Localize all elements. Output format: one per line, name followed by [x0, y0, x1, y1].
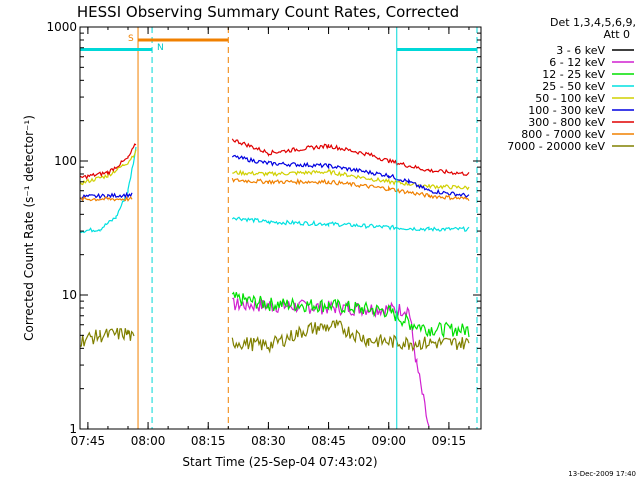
legend-label-0: 3 - 6 keV — [556, 44, 605, 57]
plot-area: 07:45 08:00 08:15 08:30 08:45 09:00 09:15 1 10 10… — [46, 20, 482, 448]
y-tick-label-1: 10 — [62, 288, 77, 302]
x-tick-label-6: 09:15 — [432, 434, 467, 448]
y-axis-label: Corrected Count Rate (s⁻¹ detector⁻¹) — [22, 115, 36, 341]
y-tick-label-0: 1 — [69, 422, 77, 436]
legend-header-2: Att 0 — [604, 28, 630, 41]
plot-frame — [79, 26, 482, 430]
series-line-3-part-1 — [231, 216, 470, 232]
chart-title: HESSI Observing Summary Count Rates, Cor… — [77, 3, 459, 21]
x-tick-label-3: 08:30 — [251, 434, 286, 448]
series-line-3-part-0 — [80, 146, 137, 234]
y-tick-label-2: 100 — [54, 154, 77, 168]
series-line-1-part-0 — [232, 297, 430, 427]
footer-date: 13-Dec-2009 17:40 — [568, 470, 636, 478]
series-line-8-part-0 — [80, 327, 135, 347]
x-tick-label-2: 08:15 — [191, 434, 226, 448]
series-line-7-part-0 — [80, 196, 133, 202]
legend-label-3: 25 - 50 keV — [542, 80, 605, 93]
legend-label-2: 12 - 25 keV — [542, 68, 605, 81]
series-line-4-part-1 — [232, 168, 470, 191]
series-line-8-part-1 — [231, 319, 470, 354]
series-line-2-part-0 — [231, 291, 470, 339]
legend-label-6: 300 - 800 keV — [528, 116, 605, 129]
series-line-5-part-1 — [231, 154, 470, 199]
x-tick-label-0: 07:45 — [71, 434, 106, 448]
series-line-7-part-1 — [231, 177, 470, 202]
legend-label-5: 100 - 300 keV — [528, 104, 605, 117]
night-label: N — [157, 43, 164, 53]
series-line-6-part-0 — [80, 143, 137, 180]
x-tick-label-1: 08:00 — [131, 434, 166, 448]
x-tick-label-5: 09:00 — [371, 434, 406, 448]
series-line-4-part-0 — [80, 149, 137, 186]
legend-label-8: 7000 - 20000 keV — [507, 140, 605, 153]
x-axis-label: Start Time (25-Sep-04 07:43:02) — [182, 455, 377, 469]
legend-header-1: Det 1,3,4,5,6,9, — [550, 16, 636, 29]
saa-label: S — [128, 34, 134, 44]
y-tick-label-3: 1000 — [46, 20, 77, 34]
legend-label-7: 800 - 7000 keV — [521, 128, 605, 141]
series-line-6-part-1 — [231, 138, 470, 176]
x-tick-label-4: 08:45 — [311, 434, 346, 448]
series-line-5-part-0 — [80, 191, 133, 200]
legend-label-4: 50 - 100 keV — [535, 92, 605, 105]
legend-label-1: 6 - 12 keV — [549, 56, 605, 69]
